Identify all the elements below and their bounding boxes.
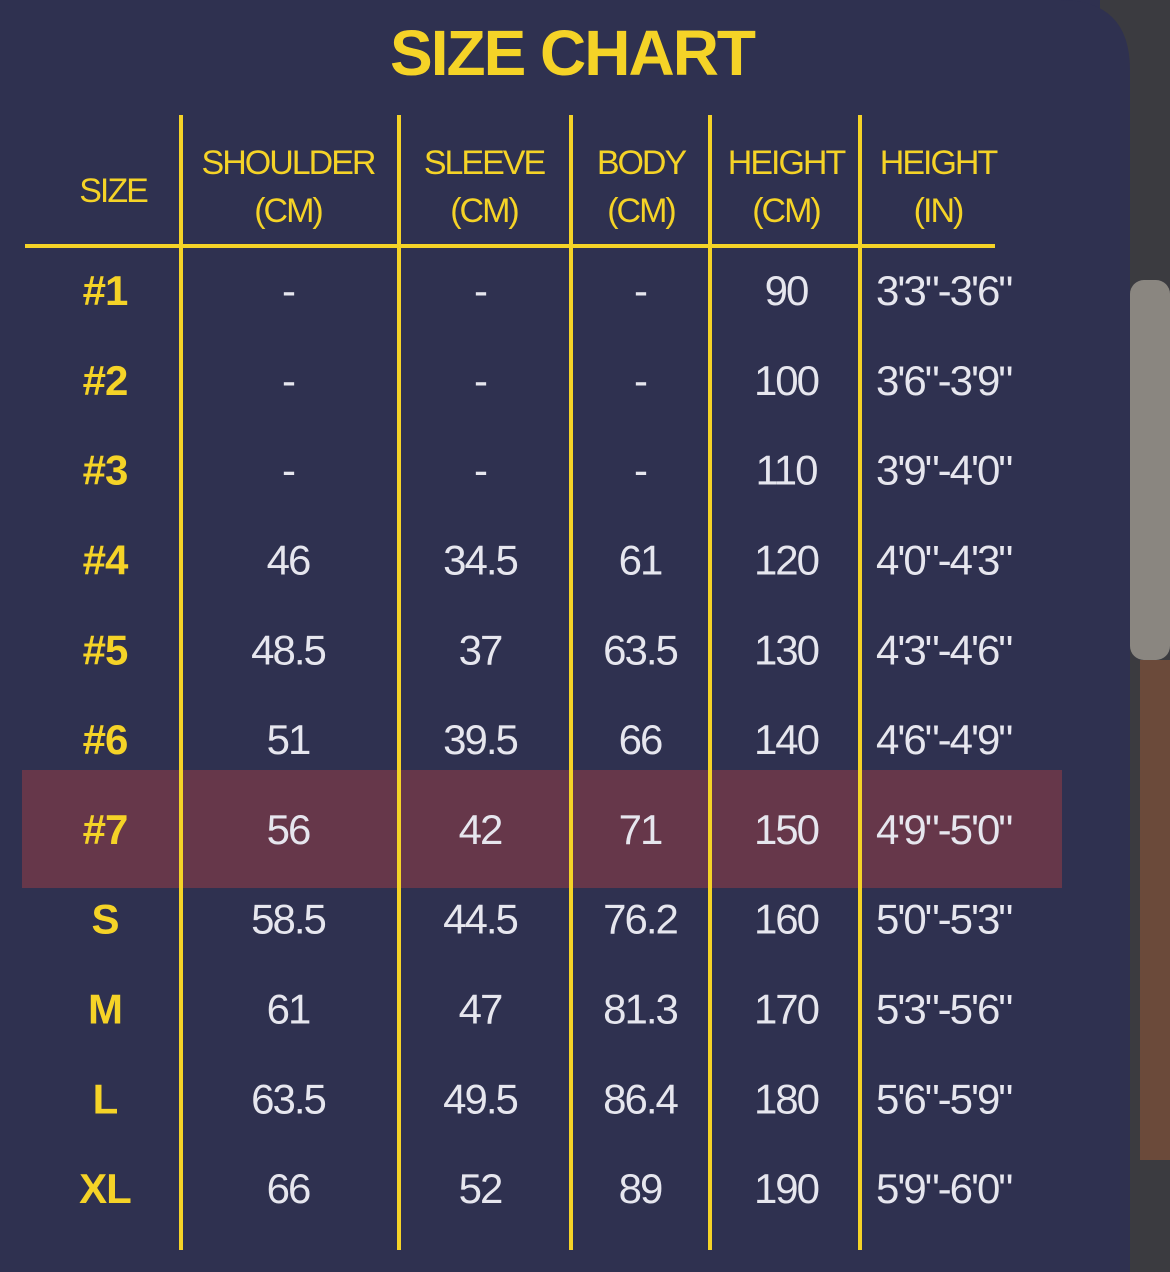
cell: 49.5: [443, 1075, 517, 1122]
cell: 120: [754, 536, 819, 583]
cell: 76.2: [603, 896, 677, 943]
cell: 3'6"-3'9": [876, 357, 1012, 404]
cell: 81.3: [603, 985, 677, 1032]
cell: 63.5: [603, 626, 677, 673]
cell: 89: [619, 1165, 662, 1212]
cell: 170: [754, 985, 819, 1032]
cell: 4'6"-4'9": [876, 716, 1012, 763]
cell: 150: [754, 806, 819, 853]
cell: 71: [619, 806, 662, 853]
cell: 5'3"-5'6": [876, 985, 1012, 1032]
cell: 56: [267, 806, 310, 853]
size-cell: #6: [83, 716, 128, 763]
header-cell: (CM): [607, 192, 675, 230]
cell: 61: [267, 985, 310, 1032]
cell: 4'0"-4'3": [876, 536, 1012, 583]
header-cell: (CM): [254, 192, 322, 230]
cell: -: [474, 267, 487, 314]
row-highlight: [22, 770, 1062, 888]
cell: 5'0"-5'3": [876, 896, 1012, 943]
cell: 46: [267, 536, 310, 583]
cell: 100: [754, 357, 819, 404]
header-cell: (CM): [450, 192, 518, 230]
size-cell: M: [88, 985, 122, 1032]
photo-detail: [1140, 660, 1170, 1160]
cell: 48.5: [251, 626, 325, 673]
cell: 110: [756, 447, 818, 494]
cell: 34.5: [443, 536, 517, 583]
cell: 190: [754, 1165, 819, 1212]
size-cell: #2: [83, 357, 128, 404]
photo-detail: [1130, 280, 1170, 660]
cell: 3'9"-4'0": [876, 447, 1012, 494]
header-cell: SHOULDER: [202, 144, 375, 182]
cell: -: [634, 357, 647, 404]
cell: 4'3"-4'6": [876, 626, 1012, 673]
header-cell: BODY: [597, 144, 687, 182]
header-cell: (CM): [752, 192, 820, 230]
cell: 42: [459, 806, 502, 853]
header-cell: SLEEVE: [424, 144, 546, 182]
cell: 4'9"-5'0": [876, 806, 1012, 853]
title: SIZE CHART: [390, 17, 756, 89]
cell: 66: [619, 716, 662, 763]
cell: -: [474, 357, 487, 404]
cell: 3'3"-3'6": [876, 267, 1012, 314]
cell: 58.5: [251, 896, 325, 943]
size-cell: S: [91, 896, 118, 943]
header-cell: (IN): [914, 192, 963, 230]
cell: 52: [459, 1165, 502, 1212]
size-cell: #3: [83, 447, 128, 494]
cell: 39.5: [443, 716, 517, 763]
size-cell: #4: [83, 536, 129, 583]
cell: -: [634, 267, 647, 314]
header-cell: SIZE: [79, 172, 148, 210]
header-cell: HEIGHT: [728, 144, 846, 182]
cell: 5'9"-6'0": [876, 1165, 1012, 1212]
cell: -: [282, 267, 295, 314]
cell: -: [282, 357, 295, 404]
cell: -: [634, 447, 647, 494]
size-cell: XL: [79, 1165, 131, 1212]
header-cell: HEIGHT: [880, 144, 998, 182]
cell: 66: [267, 1165, 310, 1212]
cell: 180: [754, 1075, 819, 1122]
cell: 63.5: [251, 1075, 325, 1122]
cell: 61: [619, 536, 662, 583]
cell: 86.4: [603, 1075, 678, 1122]
cell: -: [282, 447, 295, 494]
panel: [0, 0, 1130, 1272]
cell: 51: [267, 716, 310, 763]
size-cell: L: [93, 1075, 118, 1122]
cell: 140: [754, 716, 819, 763]
size-cell: #7: [83, 806, 128, 853]
size-cell: #5: [83, 626, 128, 673]
cell: -: [474, 447, 487, 494]
size-cell: #1: [83, 267, 128, 314]
column-dividers: [179, 115, 862, 1250]
cell: 90: [765, 267, 808, 314]
cell: 5'6"-5'9": [876, 1075, 1012, 1122]
cell: 130: [754, 626, 819, 673]
cell: 160: [754, 896, 819, 943]
cell: 44.5: [443, 896, 517, 943]
cell: 37: [459, 626, 502, 673]
cell: 47: [459, 985, 502, 1032]
